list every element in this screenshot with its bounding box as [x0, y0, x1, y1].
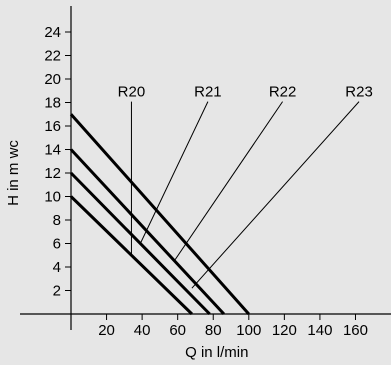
series-label-r21: R21	[194, 84, 222, 101]
y-axis-title: H in m wc	[5, 140, 22, 206]
y-tick-label: 14	[44, 142, 61, 159]
x-tick-label: 140	[307, 322, 332, 339]
x-tick-label: 60	[169, 322, 186, 339]
series-label-r22: R22	[269, 84, 297, 101]
x-tick-label: 80	[205, 322, 222, 339]
x-axis-ticks: 20 40 60 80 100 120 140 160	[98, 314, 368, 339]
series-line-r23	[69, 113, 250, 315]
y-tick-label: 12	[44, 165, 61, 182]
y-tick-label: 6	[53, 236, 61, 253]
y-tick-label: 2	[53, 283, 61, 300]
y-tick-label: 22	[44, 48, 61, 65]
y-tick-label: 24	[44, 24, 61, 41]
leader-line-r23	[191, 101, 360, 289]
y-tick-label: 8	[53, 212, 61, 229]
series-label-r20: R20	[118, 84, 146, 101]
y-tick-label: 20	[44, 71, 61, 88]
y-tick-label: 16	[44, 118, 61, 135]
x-tick-label: 100	[236, 322, 261, 339]
series-line-r22	[69, 148, 226, 316]
axes	[20, 6, 391, 330]
y-tick-label: 4	[53, 259, 61, 276]
series-lines	[69, 113, 250, 316]
y-tick-label: 10	[44, 189, 61, 206]
x-tick-label: 40	[134, 322, 151, 339]
leader-line-r21	[139, 101, 209, 244]
x-tick-label: 20	[98, 322, 115, 339]
leader-line-r22	[173, 101, 283, 262]
x-tick-label: 160	[343, 322, 368, 339]
series-label-r23: R23	[345, 84, 373, 101]
series-labels: R20 R21 R22 R23	[118, 84, 373, 101]
y-tick-label: 18	[44, 95, 61, 112]
x-tick-label: 120	[272, 322, 297, 339]
x-axis-title: Q in l/min	[185, 344, 248, 360]
series-leader-lines	[130, 101, 360, 289]
